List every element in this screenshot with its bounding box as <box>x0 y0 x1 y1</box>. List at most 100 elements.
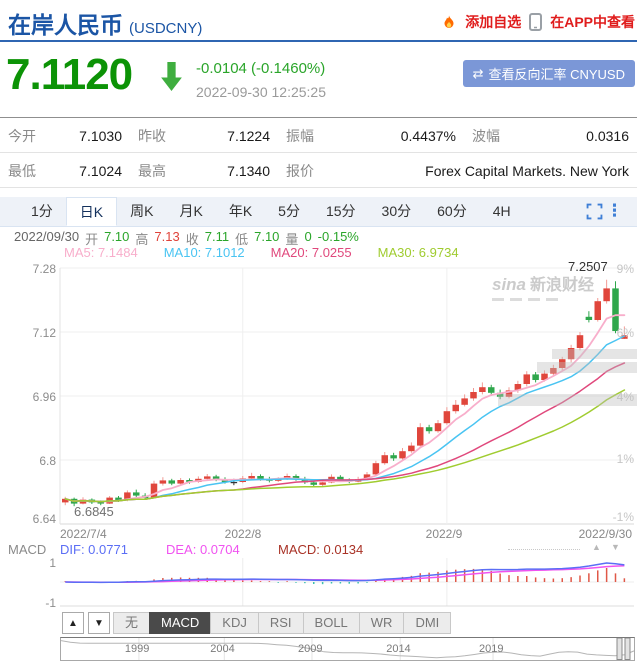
phone-icon <box>529 13 543 31</box>
period-tab-周K[interactable]: 周K <box>130 203 154 219</box>
x-axis-label: 2022/7/4 <box>60 527 107 541</box>
ohlc-change-pct: -0.15% <box>317 229 359 244</box>
macd-label: MACD <box>8 542 47 557</box>
sina-watermark: sina 新浪财经 <box>492 271 594 301</box>
dif-value: DIF: 0.0771 <box>60 542 128 557</box>
scroll-up-button[interactable]: ▲ <box>62 612 84 634</box>
period-tab-4H[interactable]: 4H <box>492 203 511 219</box>
nav-year-label: 1999 <box>124 643 150 655</box>
shade-band <box>552 349 637 359</box>
indicator-tab-DMI[interactable]: DMI <box>403 612 452 634</box>
scroll-down-button[interactable]: ▼ <box>88 612 110 634</box>
x-axis-label: 2022/9/30 <box>578 527 632 541</box>
y-axis-label: 6.96 <box>32 390 56 404</box>
macd-chart <box>60 558 634 607</box>
pct-axis-label: -1% <box>612 510 634 524</box>
navigator-handle[interactable] <box>624 638 631 660</box>
stat-amplitude: 振幅 0.4437% <box>278 118 464 153</box>
nav-year-label: 2014 <box>386 643 411 655</box>
watermark-subtext <box>492 298 594 301</box>
nav-year-label: 2009 <box>297 643 323 655</box>
stat-range: 波幅 0.0316 <box>464 118 637 153</box>
header-links: 添加自选 在APP中查看 <box>441 12 635 32</box>
low-price-annotation: 6.6845 <box>74 504 114 519</box>
navigator-chart <box>61 638 634 660</box>
pct-axis-label: 9% <box>616 262 634 276</box>
x-axis-label: 2022/9 <box>425 527 463 541</box>
y-axis-label: 7.12 <box>32 326 56 340</box>
quote-timestamp: 2022-09-30 12:25:25 <box>196 84 326 100</box>
more-menu-icon[interactable]: ⋮ <box>606 201 623 220</box>
y-axis-label: 6.64 <box>32 512 56 526</box>
view-in-app-link[interactable]: 在APP中查看 <box>550 14 635 30</box>
indicator-tab-MACD[interactable]: MACD <box>149 612 212 634</box>
ohlc-date: 2022/09/30 <box>14 229 80 244</box>
ma-legend-item-3: MA30: 6.9734 <box>377 245 459 260</box>
ohlc-volume: 0 <box>304 229 312 244</box>
zoom-track[interactable] <box>508 549 580 550</box>
sina-logo: sina <box>492 275 527 294</box>
indicator-tabbar: ▲ ▼ 无 MACD KDJ RSI BOLL WR DMI <box>62 612 452 634</box>
period-tabbar: 1分 日K 周K 月K 年K 5分 15分 30分 60分 4H <box>0 197 637 227</box>
ohlc-low: 7.10 <box>254 229 280 244</box>
period-tab-5分[interactable]: 5分 <box>278 203 300 219</box>
dea-value: DEA: 0.0704 <box>166 542 240 557</box>
indicator-tab-WR[interactable]: WR <box>358 612 405 634</box>
history-navigator[interactable]: 1999 2004 2009 2014 2019 <box>60 637 635 661</box>
pct-axis-label: 4% <box>616 390 634 404</box>
navigator-handle[interactable] <box>616 638 623 660</box>
period-tab-60分[interactable]: 60分 <box>437 203 467 219</box>
ma-legend-item-2: MA20: 7.0255 <box>270 245 352 260</box>
symbol-code: (USDCNY) <box>129 20 203 37</box>
y-axis-label: 6.8 <box>39 454 56 468</box>
stat-prev-close: 昨收 7.1224 <box>130 118 278 153</box>
fullscreen-icon[interactable] <box>586 203 603 220</box>
period-tab-1分[interactable]: 1分 <box>31 203 53 219</box>
candlestick-chart <box>59 267 634 525</box>
indicator-tab-KDJ[interactable]: KDJ <box>210 612 259 634</box>
current-price: 7.1120 <box>6 50 133 99</box>
stat-low: 最低 7.1024 <box>0 153 130 188</box>
period-tab-日K[interactable]: 日K <box>65 197 118 226</box>
ma-legend-item-1: MA10: 7.1012 <box>163 245 245 260</box>
down-arrow-icon <box>158 62 185 91</box>
stat-high: 最高 7.1340 <box>130 153 278 188</box>
add-watchlist-link[interactable]: 添加自选 <box>465 14 522 30</box>
indicator-tab-BOLL[interactable]: BOLL <box>302 612 360 634</box>
period-tab-年K[interactable]: 年K <box>228 203 253 219</box>
period-tab-月K[interactable]: 月K <box>179 203 203 219</box>
flame-icon <box>441 14 457 31</box>
indicator-tab-无[interactable]: 无 <box>113 612 151 634</box>
y-axis-label: 7.28 <box>32 262 56 276</box>
nav-year-label: 2019 <box>479 643 504 655</box>
quote-stats-table: 今开 7.1030 昨收 7.1224 振幅 0.4437% 波幅 0.0316 最低 7… <box>0 117 637 188</box>
period-tab-30分[interactable]: 30分 <box>381 203 412 219</box>
ohlc-close: 7.11 <box>204 229 230 244</box>
zoom-out-triangle[interactable]: ▼ <box>611 542 620 552</box>
shade-band <box>537 362 637 373</box>
swap-icon: ⇄ <box>472 65 484 81</box>
macd-y-label: -1 <box>45 596 56 610</box>
ohlc-high: 7.13 <box>154 229 180 244</box>
indicator-tab-RSI[interactable]: RSI <box>257 612 304 634</box>
pct-axis-label: 6% <box>616 326 634 340</box>
macd-y-label: 1 <box>49 556 56 570</box>
header-divider <box>0 40 637 42</box>
nav-year-label: 2004 <box>210 643 235 655</box>
macd-info-line: MACD DIF: 0.0771 DEA: 0.0704 MACD: 0.013… <box>8 542 363 557</box>
stat-open: 今开 7.1030 <box>0 118 130 153</box>
x-axis-label: 2022/8 <box>224 527 262 541</box>
period-tab-15分[interactable]: 15分 <box>325 203 356 219</box>
zoom-in-triangle[interactable]: ▲ <box>592 542 601 552</box>
pct-axis-label: 1% <box>616 452 634 466</box>
macd-value: MACD: 0.0134 <box>278 542 364 557</box>
stat-source: 报价 Forex Capital Markets. New York <box>278 153 637 188</box>
shade-band <box>498 394 637 406</box>
reverse-rate-button[interactable]: ⇄ 查看反向汇率 CNYUSD <box>462 60 635 87</box>
price-change: -0.0104 (-0.1460%) <box>196 60 326 77</box>
page-title: 在岸人民币 (USDCNY) <box>8 12 203 38</box>
ohlc-open: 7.10 <box>104 229 130 244</box>
high-price-annotation: 7.2507 <box>568 259 608 274</box>
